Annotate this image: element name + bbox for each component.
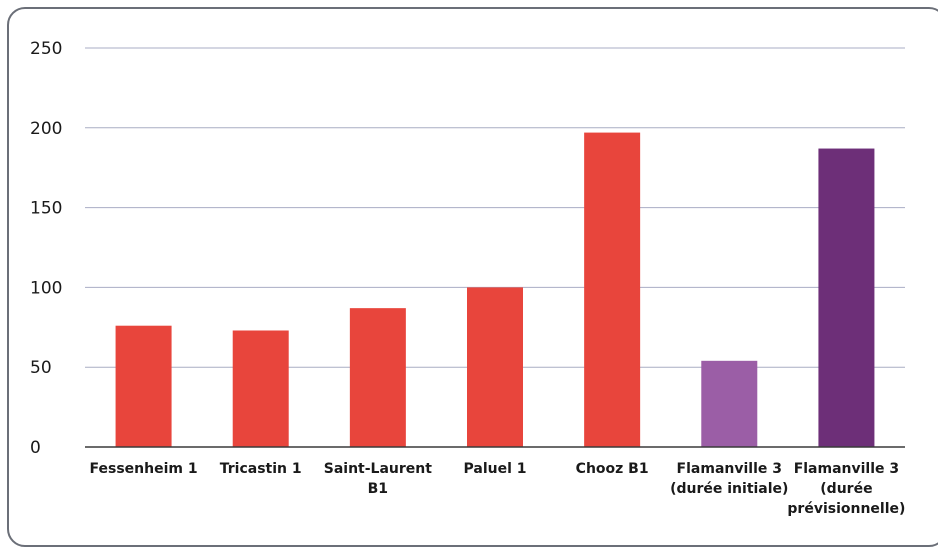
x-tick-label-line: Fessenheim 1 [90,461,198,477]
x-tick-label-line: Chooz B1 [576,461,649,477]
x-axis-labels: Fessenheim 1 Tricastin 1 Saint-Laurent B1 Pa… [90,461,906,517]
x-tick-label-line: prévisionnelle) [787,501,905,517]
x-tick-label: Paluel 1 [463,461,526,477]
x-tick-label: Chooz B1 [576,461,649,477]
bar [115,325,172,447]
x-tick-label-line: Saint-Laurent [324,461,433,477]
y-tick-label: 50 [30,358,52,378]
x-tick-label-line: Flamanville 3 [794,461,899,477]
chart-frame [7,7,938,547]
y-tick-label: 150 [30,199,62,219]
bars [115,132,875,447]
bar [349,308,406,447]
bar [467,287,523,447]
x-tick-label-line: Paluel 1 [463,461,526,477]
y-axis-ticks: 0 50 100 150 200 250 [30,39,62,458]
x-tick-label: Flamanville 3 (durée initiale) [670,461,788,497]
bar [701,360,758,447]
x-tick-label-line: B1 [368,481,388,497]
x-tick-label-line: (durée initiale) [670,481,788,497]
y-tick-label: 100 [30,278,62,298]
x-tick-label-line: Flamanville 3 [677,461,782,477]
x-tick-label: Saint-Laurent B1 [324,461,433,497]
x-tick-label-line: Tricastin 1 [220,461,302,477]
bar [818,148,875,447]
y-tick-label: 250 [30,39,62,59]
x-tick-label: Flamanville 3 (durée prévisionnelle) [787,461,905,517]
x-tick-label-line: (durée [820,481,872,497]
y-tick-label: 0 [30,438,41,458]
x-tick-label: Tricastin 1 [220,461,302,477]
bar [584,132,641,447]
bar [232,330,289,447]
x-tick-label: Fessenheim 1 [90,461,198,477]
y-tick-label: 200 [30,119,62,139]
